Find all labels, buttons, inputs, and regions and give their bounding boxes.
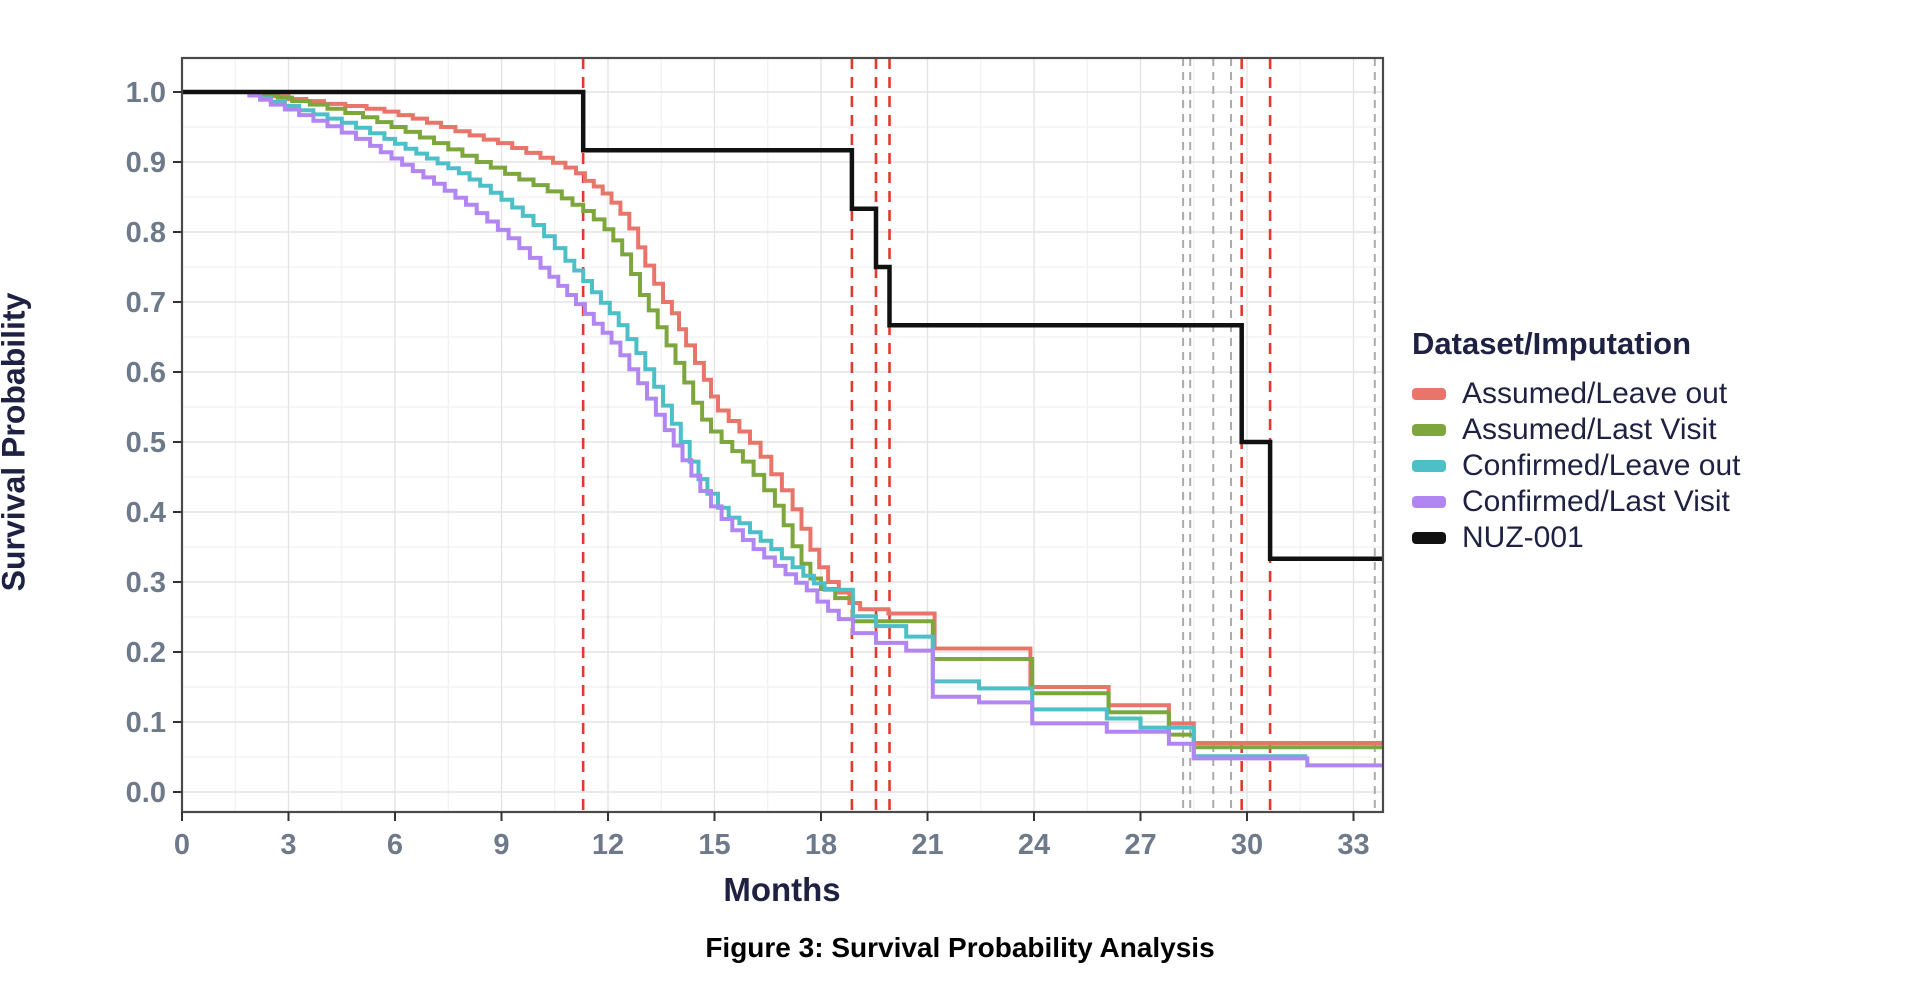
- y-tick-label: 0.3: [126, 567, 166, 599]
- legend-entry: NUZ-001: [1412, 520, 1912, 556]
- legend-entry-label: Assumed/Leave out: [1462, 377, 1728, 410]
- km-curve-confirmed-leave-out: [182, 90, 1308, 759]
- y-tick-label: 0.6: [126, 357, 166, 389]
- x-tick-label: 24: [1018, 829, 1050, 861]
- legend-entries: Assumed/Leave out Assumed/Last Visit Confi…: [1412, 376, 1912, 556]
- x-tick-label: 9: [493, 829, 509, 861]
- x-tick-label: 30: [1231, 829, 1263, 861]
- x-tick-label: 21: [911, 829, 943, 861]
- legend-entry-label: NUZ-001: [1462, 521, 1584, 554]
- x-axis-title: Months: [723, 871, 841, 908]
- km-curve-nuz-001: [182, 89, 1383, 561]
- legend-entry: Confirmed/Last Visit: [1412, 484, 1912, 520]
- tick-marks: [173, 91, 1355, 821]
- km-curve-assumed-leave-out: [182, 90, 1383, 745]
- figure-caption: Figure 3: Survival Probability Analysis: [705, 932, 1215, 963]
- legend-swatch-icon: [1412, 496, 1446, 508]
- x-tick-label: 6: [387, 829, 403, 861]
- y-axis-title: Survival Probability: [0, 292, 32, 592]
- legend: Dataset/Imputation Assumed/Leave out Assu…: [1412, 326, 1912, 556]
- y-tick-label: 0.9: [126, 147, 166, 179]
- panel-border: [180, 56, 1385, 814]
- x-tick-label: 18: [805, 829, 837, 861]
- legend-entry-label: Confirmed/Last Visit: [1462, 485, 1730, 518]
- y-tick-labels: 1.0 0.9 0.8 0.7 0.6 0.5 0.4 0.3 0.2 0.1 0.0: [126, 77, 166, 809]
- y-tick-label: 0.5: [126, 427, 166, 459]
- plot-panel: [182, 58, 1383, 812]
- legend-swatch-icon: [1412, 424, 1446, 436]
- legend-swatch-icon: [1412, 388, 1446, 400]
- y-tick-label: 0.7: [126, 287, 166, 319]
- km-curve-assumed-last-visit: [182, 90, 1383, 750]
- legend-entry-label: Confirmed/Leave out: [1462, 449, 1741, 482]
- legend-entry: Assumed/Last Visit: [1412, 412, 1912, 448]
- x-tick-label: 12: [592, 829, 624, 861]
- gridlines-minor: [182, 58, 1383, 812]
- x-tick-labels: 0 3 6 9 12 15 18 21 24 27 30 33: [174, 829, 1370, 861]
- y-tick-label: 1.0: [126, 77, 166, 109]
- y-tick-label: 0.1: [126, 707, 166, 739]
- x-tick-label: 0: [174, 829, 190, 861]
- y-tick-label: 0.2: [126, 637, 166, 669]
- x-tick-label: 33: [1337, 829, 1369, 861]
- legend-entry: Confirmed/Leave out: [1412, 448, 1912, 484]
- x-tick-label: 27: [1124, 829, 1156, 861]
- y-tick-label: 0.4: [126, 497, 166, 529]
- y-tick-label: 0.0: [126, 777, 166, 809]
- legend-entry-label: Assumed/Last Visit: [1462, 413, 1717, 446]
- legend-swatch-icon: [1412, 532, 1446, 544]
- x-tick-label: 3: [280, 829, 296, 861]
- x-tick-label: 15: [698, 829, 730, 861]
- km-curve-confirmed-last-visit: [182, 90, 1383, 768]
- legend-entry: Assumed/Leave out: [1412, 376, 1912, 412]
- event-lines: [581, 58, 1272, 812]
- legend-swatch-icon: [1412, 460, 1446, 472]
- y-tick-label: 0.8: [126, 217, 166, 249]
- legend-title: Dataset/Imputation: [1412, 326, 1692, 361]
